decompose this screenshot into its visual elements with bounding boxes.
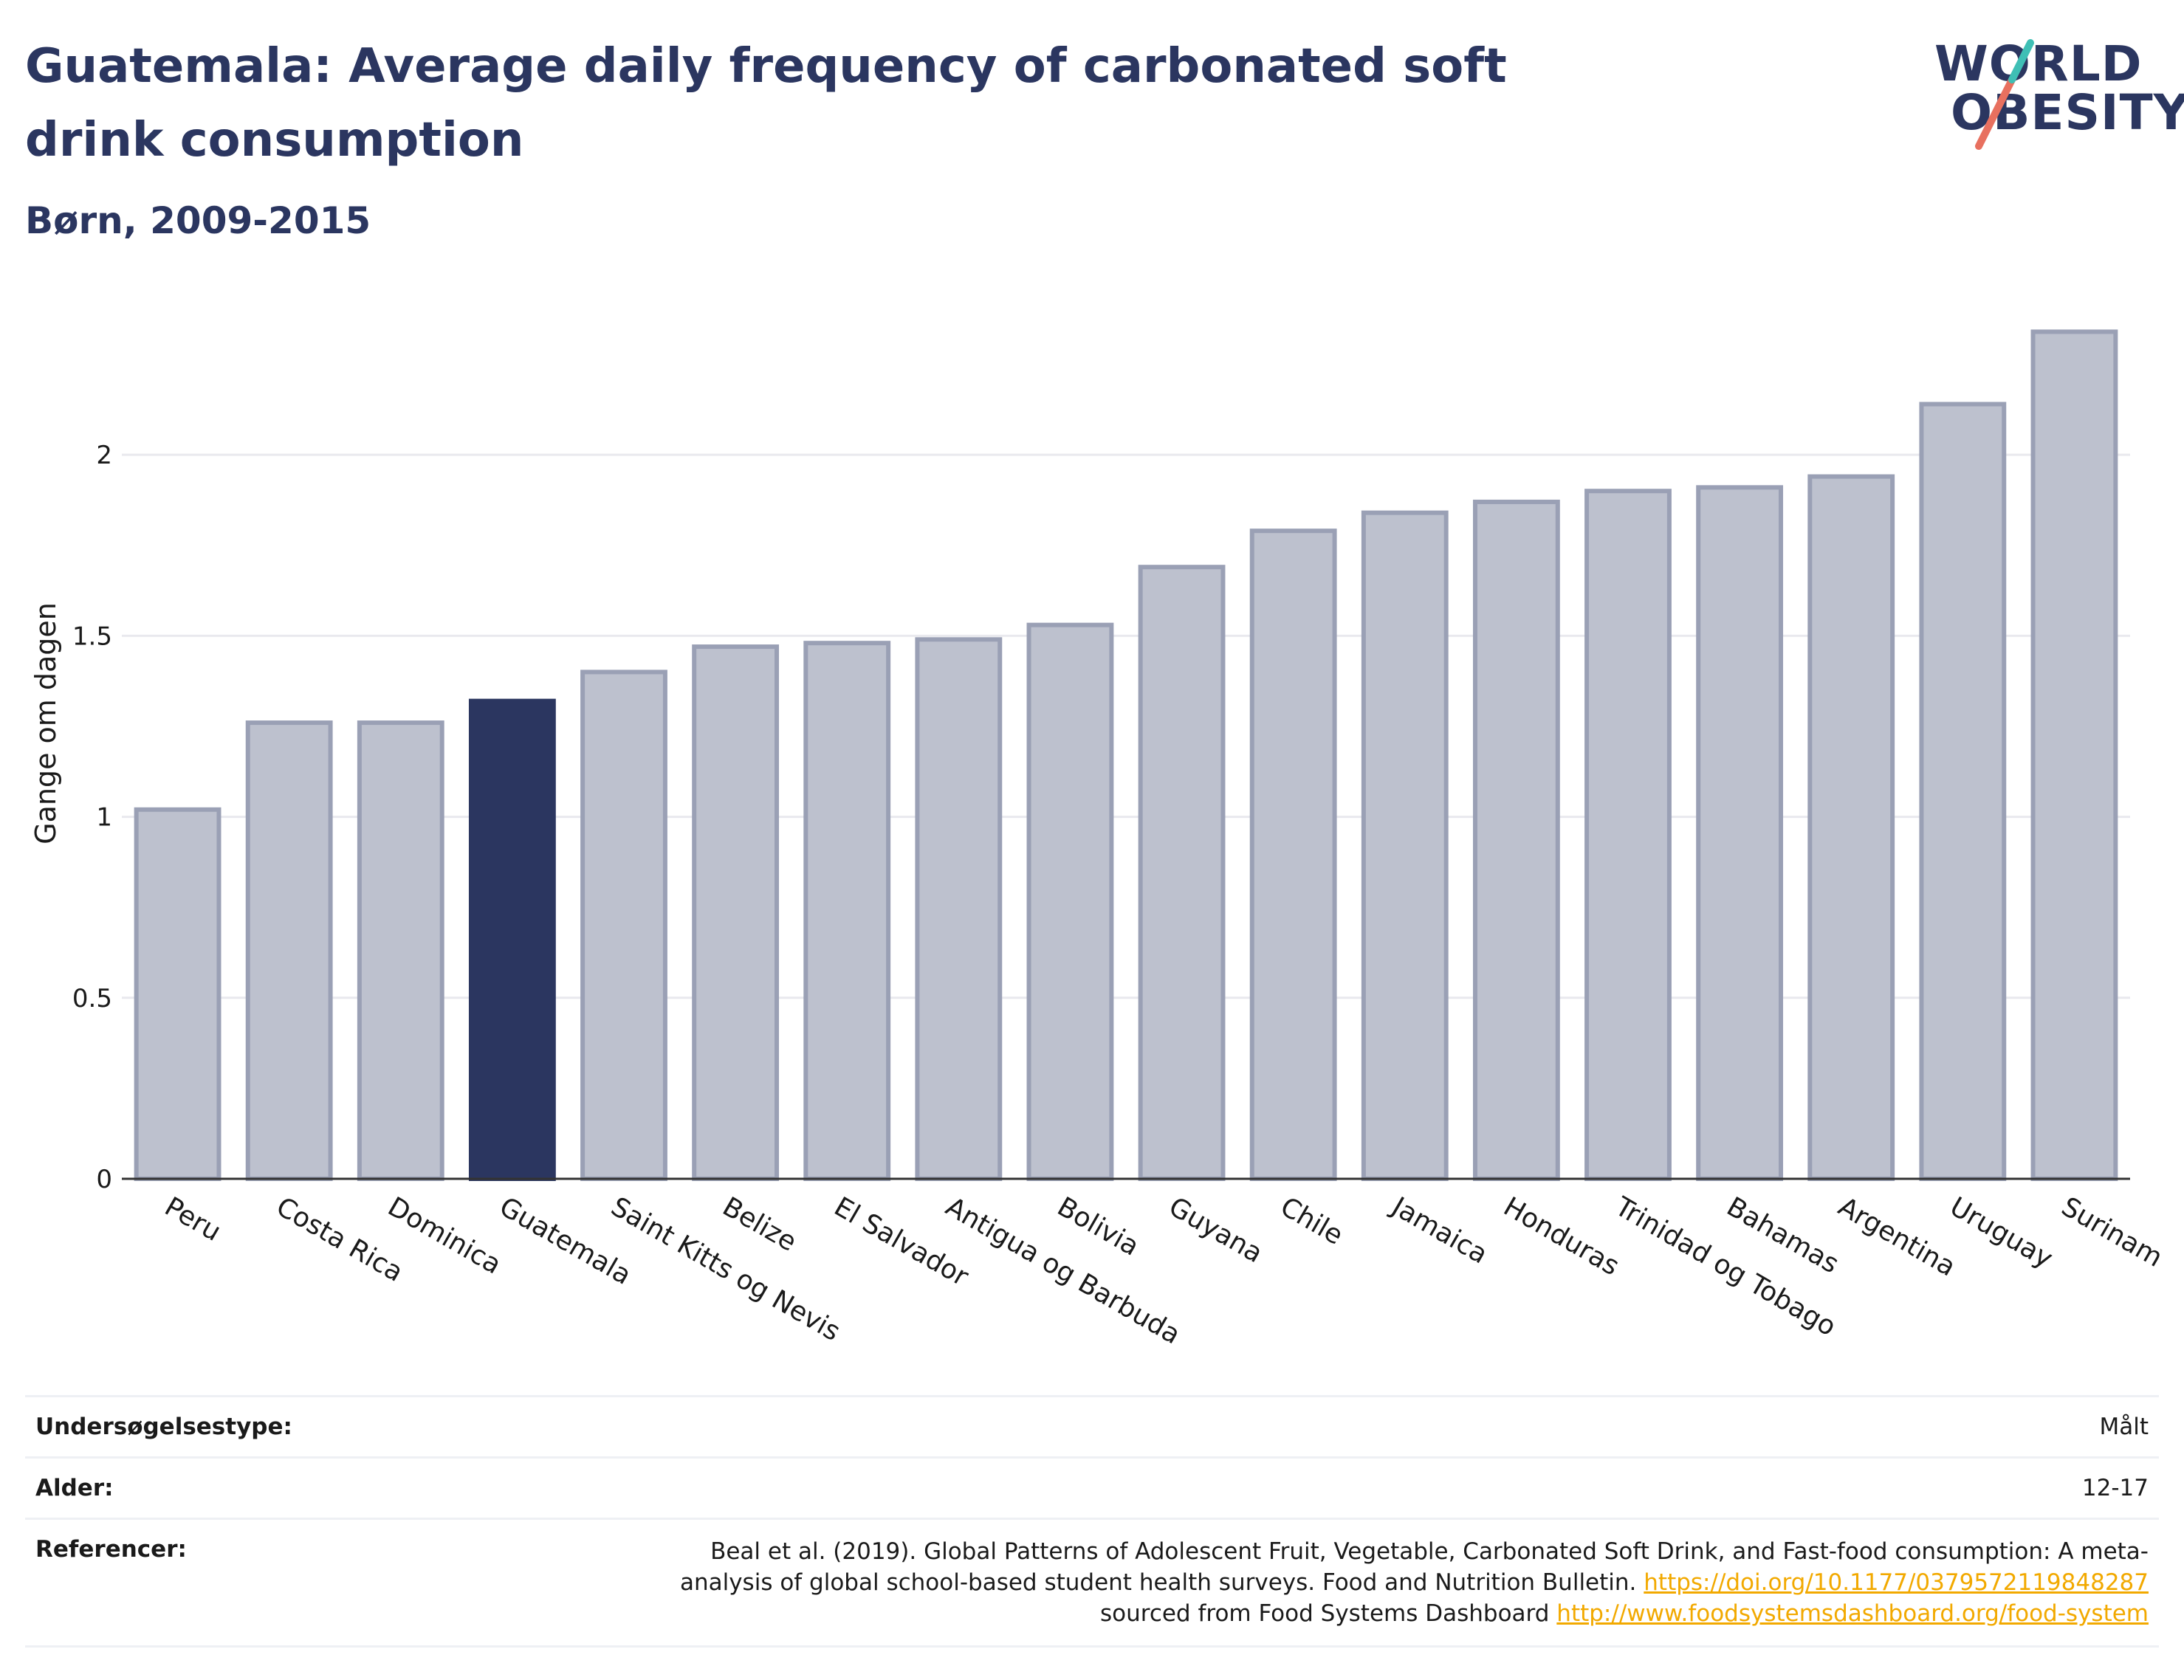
y-tick-label: 1.5 (72, 622, 112, 651)
chart-title: Guatemala: Average daily frequency of ca… (25, 39, 1507, 168)
references-value: Beal et al. (2019). Global Patterns of A… (628, 1536, 2149, 1629)
gridlines (122, 453, 2130, 999)
bar-chart: 00.511.52 Peru Costa RicaDominicaGuatemal… (30, 329, 2168, 1350)
info-table: Undersøgelsestype: Målt Alder: 12-17 Ref… (25, 1395, 2159, 1648)
x-tick-label: Honduras (1498, 1191, 1624, 1281)
logo-slash-icon (1975, 39, 2034, 150)
y-tick-label: 2 (96, 441, 112, 470)
bar (245, 720, 333, 1181)
x-tick-label: Peru (159, 1191, 226, 1247)
info-row-age: Alder: 12-17 (25, 1456, 2159, 1518)
chart-subtitle: Børn, 2009-2015 (25, 199, 371, 242)
bar (357, 720, 444, 1181)
info-row-survey-type: Undersøgelsestype: Målt (25, 1395, 2159, 1456)
x-tick-label: Costa Rica (271, 1191, 408, 1288)
x-tick-label: Jamaica (1386, 1191, 1493, 1270)
x-tick-label: Chile (1275, 1191, 1348, 1251)
bar (692, 644, 780, 1181)
y-tick-label: 0 (96, 1165, 112, 1194)
references-label: Referencer: (35, 1536, 187, 1563)
bar (1026, 622, 1114, 1182)
bars (134, 329, 2118, 1182)
bar (1472, 499, 1560, 1181)
x-tick-label: Argentina (1833, 1191, 1961, 1282)
x-tick-label: Guyana (1164, 1191, 1268, 1269)
age-label: Alder: (35, 1475, 114, 1501)
survey-type-label: Undersøgelsestype: (35, 1414, 292, 1440)
bar (1361, 510, 1449, 1181)
bar (1807, 474, 1895, 1181)
x-tick-label: Uruguay (1945, 1191, 2058, 1274)
bar (2030, 329, 2118, 1181)
bar (1919, 402, 2007, 1182)
bar (580, 669, 667, 1181)
bar (1249, 529, 1337, 1181)
x-tick-label: Surinam (2056, 1191, 2168, 1273)
y-tick-label: 1 (96, 803, 112, 833)
bar (1696, 485, 1784, 1182)
x-tick-label: Bolivia (1052, 1191, 1144, 1262)
bar (803, 641, 891, 1181)
food-systems-link[interactable]: http://www.foodsystemsdashboard.org/food… (1556, 1600, 2149, 1627)
bar (1584, 489, 1672, 1182)
logo-text-world: WORLD (1934, 35, 2143, 92)
y-axis-title: Gange om dagen (30, 602, 62, 844)
doi-link[interactable]: https://doi.org/10.1177/0379572119848287 (1644, 1569, 2149, 1596)
axes: 0 0.5 1 1.5 2 (72, 441, 2130, 1194)
info-row-references: Referencer: Beal et al. (2019). Global P… (25, 1518, 2159, 1648)
bar-highlighted (468, 698, 556, 1181)
survey-type-value: Målt (2099, 1414, 2149, 1440)
age-value: 12-17 (2081, 1475, 2149, 1501)
bar (1138, 565, 1226, 1181)
bar (134, 807, 222, 1182)
reference-text: Beal et al. (2019). Global Patterns of A… (679, 1538, 2149, 1596)
bar (915, 637, 1003, 1181)
world-obesity-logo: WORLD OBESITY (1934, 28, 2184, 161)
reference-source-text: sourced from Food Systems Dashboard (1099, 1600, 1557, 1627)
y-tick-label: 0.5 (72, 984, 112, 1013)
x-tick-label: Belize (718, 1191, 802, 1257)
